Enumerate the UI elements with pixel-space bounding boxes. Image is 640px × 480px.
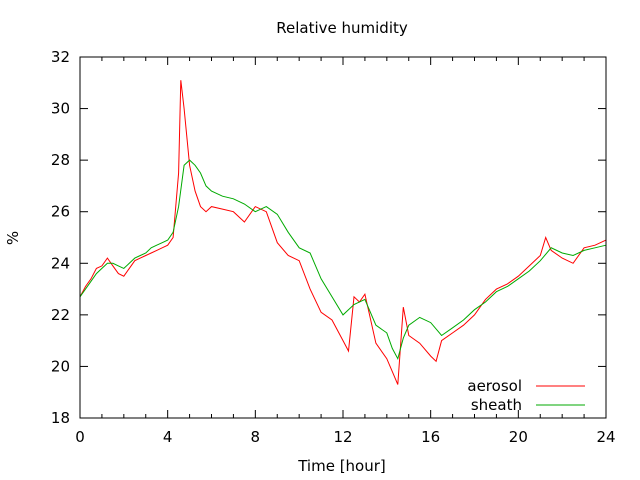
x-tick-label: 16 (421, 428, 440, 446)
y-tick-label: 18 (51, 409, 70, 427)
series-layer (79, 80, 607, 385)
legend-label-sheath: sheath (471, 396, 522, 414)
plot-frame (79, 56, 607, 419)
x-tick-label: 20 (509, 428, 528, 446)
x-tick-label: 8 (251, 428, 261, 446)
legend-label-aerosol: aerosol (467, 377, 522, 395)
y-tick-label: 30 (51, 100, 70, 118)
tick-layer: 18 20 22 24 26 28 30 32 0 4 8 12 16 20 24 (51, 48, 616, 446)
y-tick-label: 20 (51, 357, 70, 375)
x-tick-label: 24 (596, 428, 615, 446)
y-tick-label: 32 (51, 48, 70, 66)
x-tick-label: 0 (75, 428, 85, 446)
x-tick-label: 4 (163, 428, 173, 446)
series-line-aerosol (79, 80, 607, 385)
y-tick-label: 26 (51, 203, 70, 221)
y-tick-label: 22 (51, 306, 70, 324)
chart-title: Relative humidity (276, 19, 408, 37)
x-axis-label: Time [hour] (297, 457, 386, 475)
y-tick-label: 24 (51, 254, 70, 272)
series-line-sheath (79, 159, 607, 361)
x-tick-label: 12 (333, 428, 352, 446)
y-tick-label: 28 (51, 151, 70, 169)
y-axis-label: % (4, 231, 22, 245)
